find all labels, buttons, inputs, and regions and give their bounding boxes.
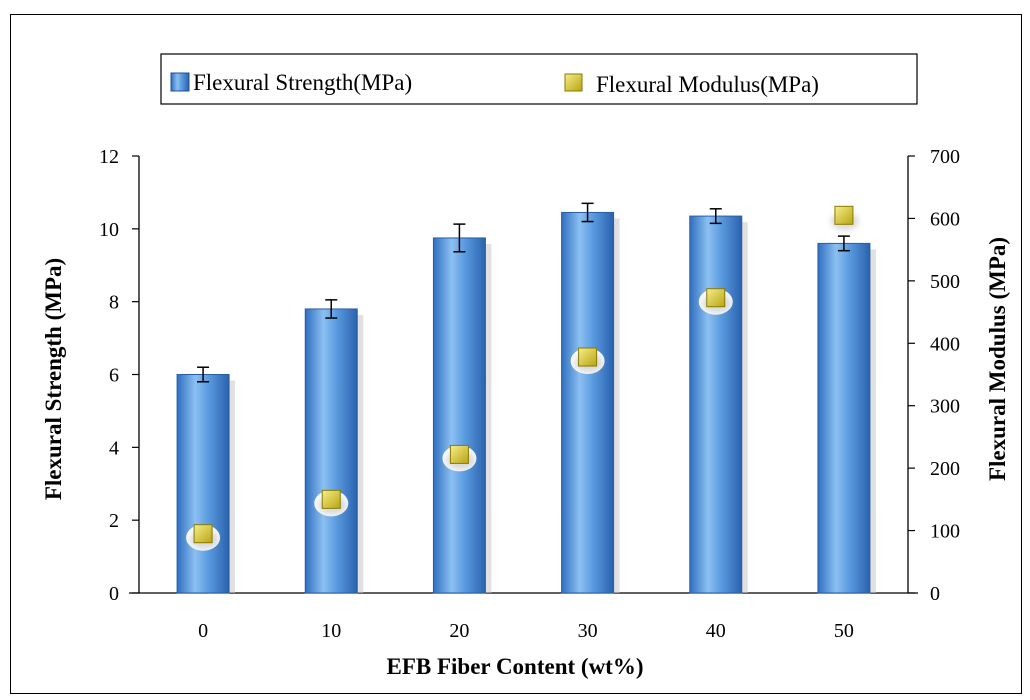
x-tick-label-2: 20 bbox=[449, 620, 469, 642]
right-tick-label-4: 400 bbox=[930, 333, 960, 355]
modulus-markers bbox=[186, 205, 861, 551]
left-tick-label-4: 8 bbox=[109, 292, 119, 314]
x-tick-label-3: 30 bbox=[578, 620, 598, 642]
right-tick-label-7: 700 bbox=[930, 146, 960, 168]
marker-3 bbox=[578, 347, 598, 367]
error-bars bbox=[197, 202, 850, 383]
left-tick-label-2: 4 bbox=[109, 437, 119, 459]
right-tick-label-1: 100 bbox=[930, 521, 960, 543]
legend-box bbox=[160, 53, 918, 105]
x-tick-label-4: 40 bbox=[706, 620, 726, 642]
left-tick-label-1: 2 bbox=[109, 510, 119, 532]
x-tick-label-1: 10 bbox=[321, 620, 341, 642]
x-tick-label-0: 0 bbox=[198, 620, 208, 642]
chart: Flexural Strength(MPa) Flexural Modulus(… bbox=[41, 53, 1010, 679]
marker-0 bbox=[193, 524, 213, 544]
marker-1 bbox=[321, 489, 341, 509]
y-axis-title-right: Flexural Modulus (MPa) bbox=[985, 237, 1010, 481]
bar-1 bbox=[304, 308, 358, 594]
right-tick-label-5: 500 bbox=[930, 271, 960, 293]
x-tick-label-5: 50 bbox=[834, 620, 854, 642]
left-tick-label-6: 12 bbox=[99, 146, 119, 168]
right-tick-label-6: 600 bbox=[930, 208, 960, 230]
right-ticks: 0 100 200 300 400 500 600 700 bbox=[908, 146, 960, 605]
bar-3 bbox=[561, 211, 615, 594]
x-axis-title: EFB Fiber Content (wt%) bbox=[386, 654, 643, 679]
bar-4 bbox=[689, 215, 743, 594]
x-tick-labels: 0 10 20 30 40 50 bbox=[198, 620, 854, 642]
y-axis-title-left: Flexural Strength (MPa) bbox=[41, 258, 66, 500]
bar-5 bbox=[817, 242, 871, 594]
chart-frame: Flexural Strength(MPa) Flexural Modulus(… bbox=[10, 14, 1022, 694]
right-tick-label-0: 0 bbox=[930, 583, 940, 605]
right-tick-label-3: 300 bbox=[930, 396, 960, 418]
left-tick-label-3: 6 bbox=[109, 365, 119, 387]
marker-2 bbox=[449, 444, 469, 464]
marker-5 bbox=[834, 205, 854, 225]
legend-swatch-modulus bbox=[564, 73, 583, 92]
legend-swatch-strength bbox=[170, 72, 190, 92]
legend-item-strength: Flexural Strength(MPa) bbox=[170, 70, 412, 95]
bar-2 bbox=[432, 237, 486, 594]
bar-0 bbox=[176, 374, 230, 594]
right-tick-label-2: 200 bbox=[930, 458, 960, 480]
legend-label-modulus: Flexural Modulus(MPa) bbox=[596, 72, 819, 97]
legend-label-strength: Flexural Strength(MPa) bbox=[193, 70, 412, 95]
left-ticks: 0 2 4 6 8 10 12 bbox=[99, 146, 139, 605]
marker-4 bbox=[706, 288, 726, 308]
bars bbox=[176, 211, 876, 594]
legend-item-modulus: Flexural Modulus(MPa) bbox=[564, 72, 819, 97]
left-tick-label-0: 0 bbox=[109, 583, 119, 605]
left-tick-label-5: 10 bbox=[99, 219, 119, 241]
